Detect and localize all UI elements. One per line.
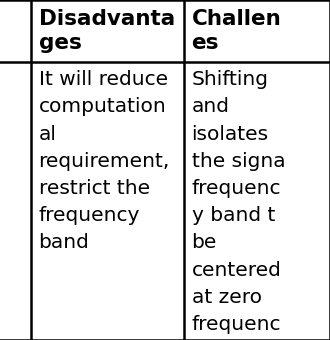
Text: It will reduce
computation
al
requirement,
restrict the
frequency
band: It will reduce computation al requiremen… — [39, 70, 170, 253]
Text: Shifting
and
isolates
the signa
frequenc
y band t
be
centered
at zero
frequenc: Shifting and isolates the signa frequenc… — [192, 70, 285, 334]
Text: Disadvanta
ges: Disadvanta ges — [39, 8, 175, 53]
Text: Challen
es: Challen es — [192, 8, 281, 53]
